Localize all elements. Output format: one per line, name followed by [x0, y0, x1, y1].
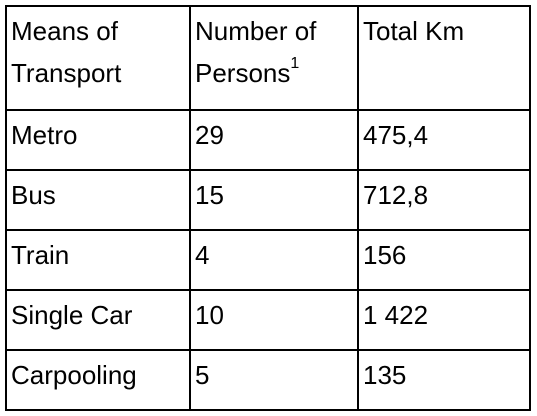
cell-persons: 4 — [189, 229, 359, 291]
cell-total-km: 156 — [357, 229, 531, 291]
cell-means: Single Car — [5, 289, 191, 351]
table-row: Single Car 10 1 422 — [5, 289, 531, 351]
table-row: Carpooling 5 135 — [5, 349, 531, 411]
cell-persons: 10 — [189, 289, 359, 351]
cell-total-km: 1 422 — [357, 289, 531, 351]
cell-means: Train — [5, 229, 191, 291]
footnote-marker: 1 — [290, 55, 300, 73]
table-row: Bus 15 712,8 — [5, 169, 531, 231]
header-means-of-transport: Means of Transport — [5, 5, 191, 111]
table-row: Train 4 156 — [5, 229, 531, 291]
cell-means: Bus — [5, 169, 191, 231]
cell-persons: 29 — [189, 109, 359, 171]
header-total-km: Total Km — [357, 5, 531, 111]
cell-total-km: 712,8 — [357, 169, 531, 231]
cell-total-km: 475,4 — [357, 109, 531, 171]
header-row: Means of Transport Number of Persons1 Tota… — [5, 5, 531, 111]
cell-persons: 5 — [189, 349, 359, 411]
header-number-of-persons: Number of Persons1 — [189, 5, 359, 111]
cell-means: Carpooling — [5, 349, 191, 411]
cell-persons: 15 — [189, 169, 359, 231]
table-row: Metro 29 475,4 — [5, 109, 531, 171]
cell-total-km: 135 — [357, 349, 531, 411]
cell-means: Metro — [5, 109, 191, 171]
transport-table: Means of Transport Number of Persons1 Tota… — [5, 5, 531, 411]
